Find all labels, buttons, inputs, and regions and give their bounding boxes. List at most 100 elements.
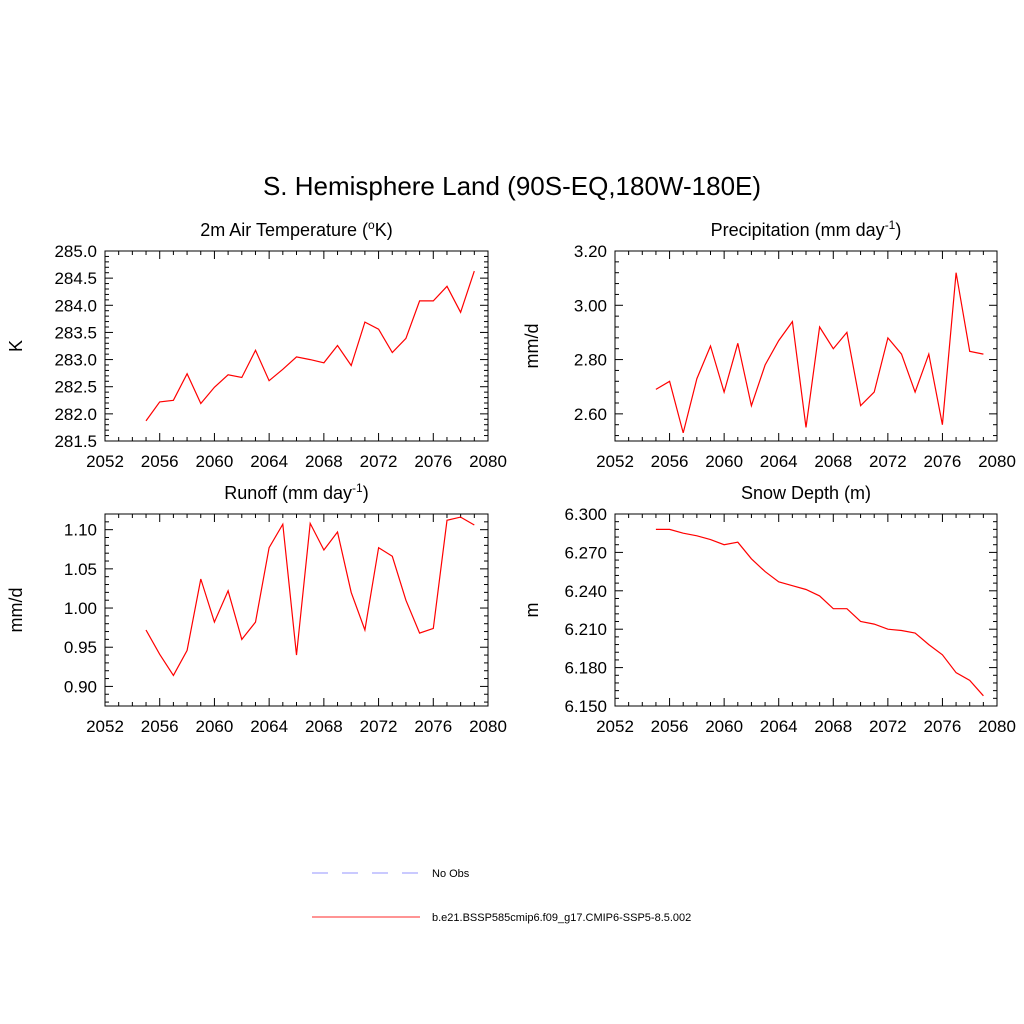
x-tick-label: 2076 (924, 452, 962, 471)
data-point (158, 653, 161, 656)
x-tick-label: 2064 (760, 452, 798, 471)
y-tick-label: 1.10 (64, 521, 97, 540)
panel-title: Runoff (mm day-1) (224, 481, 368, 503)
chart-panel-4: Snow Depth (m) 2052 2056 2060 2064 2068 2072 20… (522, 483, 1016, 736)
y-tick-label: 284.0 (54, 296, 97, 315)
data-point (281, 368, 284, 371)
data-point (459, 311, 462, 314)
data-point (818, 594, 821, 597)
data-point (845, 331, 848, 334)
data-point (172, 674, 175, 677)
x-tick-label: 2056 (141, 717, 179, 736)
panel-title-main: Snow Depth (m) (741, 483, 871, 503)
data-point (268, 546, 271, 549)
data-point (432, 299, 435, 302)
plot-frame (104, 513, 489, 707)
series-line (655, 272, 984, 434)
data-point (350, 591, 353, 594)
data-point (473, 523, 476, 526)
data-point (709, 538, 712, 541)
legend-label-1: No Obs (432, 868, 470, 880)
data-point (295, 654, 298, 657)
y-tick-label: 6.150 (564, 697, 607, 716)
panel-title-sup: -1 (352, 481, 363, 495)
data-point (750, 557, 753, 560)
y-tick-label: 6.270 (564, 543, 607, 562)
x-tick-label: 2072 (869, 717, 907, 736)
data-point (240, 376, 243, 379)
data-point (654, 388, 657, 391)
chart-panel-3: Runoff (mm day-1) 2052 2056 2060 2064 2068 207… (6, 481, 507, 736)
x-tick-label: 2052 (86, 452, 124, 471)
y-tick-label: 1.00 (64, 599, 97, 618)
data-point (199, 402, 202, 405)
data-point (295, 355, 298, 358)
data-point (736, 541, 739, 544)
panel-title-main: Precipitation (mm day (711, 220, 885, 240)
data-point (322, 549, 325, 552)
y-tick-label: 2.80 (574, 351, 607, 370)
data-point (281, 523, 284, 526)
x-tick-label: 2056 (651, 452, 689, 471)
x-tick-label: 2072 (360, 452, 398, 471)
panel-title: Snow Depth (m) (741, 483, 871, 503)
x-tick-label: 2068 (814, 717, 852, 736)
data-point (363, 321, 366, 324)
x-tick-label: 2060 (196, 717, 234, 736)
data-point (254, 621, 257, 624)
y-tick-label: 6.180 (564, 659, 607, 678)
data-point (927, 353, 930, 356)
data-point (418, 632, 421, 635)
data-point (459, 516, 462, 519)
data-point (158, 400, 161, 403)
data-point (941, 653, 944, 656)
plot-frame (104, 250, 489, 442)
data-point (199, 578, 202, 581)
data-point (682, 532, 685, 535)
data-point (418, 299, 421, 302)
series-line (145, 270, 475, 422)
data-point (764, 570, 767, 573)
y-tick-label: 285.0 (54, 242, 97, 261)
data-point (886, 628, 889, 631)
x-tick-label: 2064 (760, 717, 798, 736)
plot-frame (614, 513, 998, 707)
data-point (350, 364, 353, 367)
data-point (736, 342, 739, 345)
x-tick-label: 2068 (305, 452, 343, 471)
data-point (832, 347, 835, 350)
x-tick-label: 2076 (924, 717, 962, 736)
data-point (791, 584, 794, 587)
data-point (805, 426, 808, 429)
data-point (927, 643, 930, 646)
legend-label-2: b.e21.BSSP585cmip6.f09_g17.CMIP6-SSP5-8.… (432, 912, 691, 924)
data-point (363, 628, 366, 631)
data-point (322, 361, 325, 364)
data-point (668, 528, 671, 531)
y-tick-label: 3.00 (574, 296, 607, 315)
x-tick-label: 2064 (250, 452, 288, 471)
data-point (682, 431, 685, 434)
x-tick-label: 2080 (978, 717, 1016, 736)
data-point (668, 380, 671, 383)
data-point (695, 377, 698, 380)
y-tick-label: 2.60 (574, 405, 607, 424)
y-tick-label: 283.0 (54, 351, 97, 370)
data-point (336, 344, 339, 347)
data-point (391, 351, 394, 354)
data-point (982, 353, 985, 356)
x-tick-label: 2060 (705, 452, 743, 471)
x-tick-label: 2052 (596, 452, 634, 471)
data-point (186, 649, 189, 652)
data-point (377, 546, 380, 549)
y-tick-label: 281.5 (54, 432, 97, 451)
data-point (213, 386, 216, 389)
data-point (654, 528, 657, 531)
data-point (240, 638, 243, 641)
series-line (145, 516, 475, 677)
y-tick-label: 6.210 (564, 620, 607, 639)
data-point (859, 404, 862, 407)
x-tick-label: 2064 (250, 717, 288, 736)
data-point (391, 555, 394, 558)
panel-title: Precipitation (mm day-1) (711, 218, 902, 240)
